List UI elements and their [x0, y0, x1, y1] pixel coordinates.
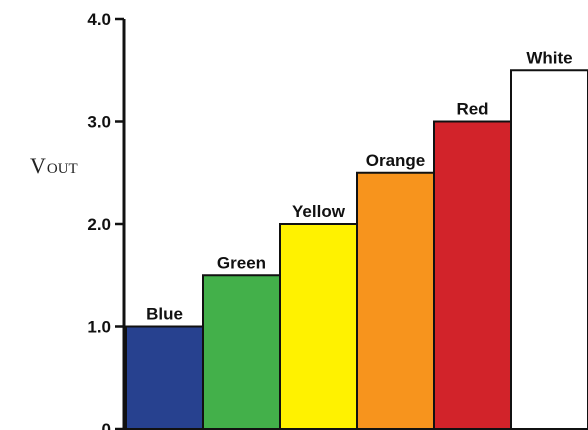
bar-labels-group: Blue Green Yellow Orange Red White	[146, 48, 573, 323]
y-tick-label-3: 3.0	[87, 113, 111, 132]
bar-label-yellow: Yellow	[292, 202, 346, 221]
bar-red	[433, 120, 512, 430]
y-axis: 0 1.0 2.0 3.0 4.0	[87, 10, 126, 430]
bar-label-blue: Blue	[146, 305, 183, 324]
bar-label-white: White	[526, 48, 572, 67]
bar-blue	[125, 325, 204, 430]
bar-white	[510, 69, 588, 430]
y-axis-label-sub: OUT	[47, 161, 78, 177]
bar-label-red: Red	[456, 100, 488, 119]
y-tick-label-2: 2.0	[87, 215, 111, 234]
y-tick-label-4: 4.0	[87, 10, 111, 29]
bar-yellow	[279, 223, 358, 430]
y-axis-label-main: V	[30, 153, 46, 178]
y-axis-label: VOUT	[30, 153, 78, 178]
bars-group	[125, 69, 588, 430]
y-tick-label-1: 1.0	[87, 318, 111, 337]
bar-green	[202, 274, 281, 430]
bar-orange	[356, 171, 435, 430]
y-tick-label-0: 0	[102, 420, 111, 430]
bar-label-orange: Orange	[366, 151, 426, 170]
bar-label-green: Green	[217, 253, 266, 272]
